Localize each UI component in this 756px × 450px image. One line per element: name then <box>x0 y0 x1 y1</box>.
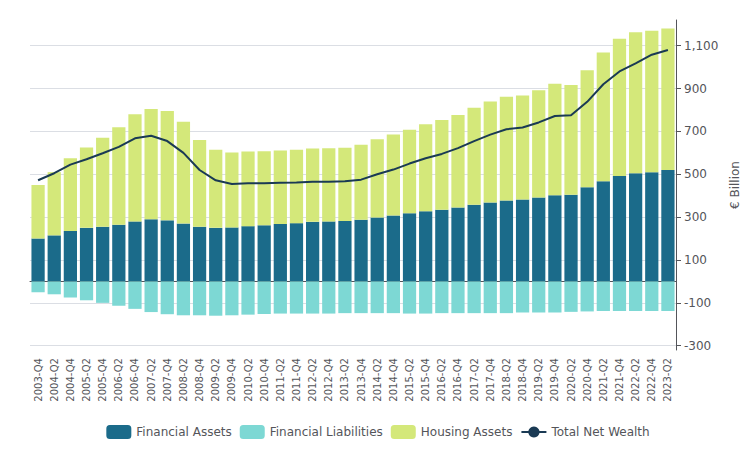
svg-text:2005-Q2: 2005-Q2 <box>81 358 92 402</box>
svg-text:2006-Q4: 2006-Q4 <box>129 358 140 402</box>
svg-text:2021-Q2: 2021-Q2 <box>598 358 609 402</box>
svg-text:2012-Q2: 2012-Q2 <box>307 358 318 402</box>
svg-text:2011-Q4: 2011-Q4 <box>291 358 302 402</box>
svg-text:2014-Q2: 2014-Q2 <box>372 358 383 402</box>
svg-text:2019-Q2: 2019-Q2 <box>533 358 544 402</box>
svg-text:2015-Q2: 2015-Q2 <box>404 358 415 402</box>
svg-text:2017-Q4: 2017-Q4 <box>485 358 496 402</box>
svg-text:2010-Q2: 2010-Q2 <box>243 358 254 402</box>
svg-text:2008-Q2: 2008-Q2 <box>178 358 189 402</box>
svg-text:-100: -100 <box>684 296 711 310</box>
svg-text:2003-Q4: 2003-Q4 <box>33 358 44 402</box>
svg-text:2005-Q4: 2005-Q4 <box>97 358 108 402</box>
svg-text:2019-Q4: 2019-Q4 <box>549 358 560 402</box>
svg-text:900: 900 <box>684 82 707 96</box>
svg-text:2016-Q4: 2016-Q4 <box>452 358 463 402</box>
svg-text:2020-Q2: 2020-Q2 <box>566 358 577 402</box>
svg-text:2006-Q2: 2006-Q2 <box>113 358 124 402</box>
svg-text:2004-Q4: 2004-Q4 <box>65 358 76 402</box>
svg-text:700: 700 <box>684 124 707 138</box>
svg-text:2009-Q2: 2009-Q2 <box>210 358 221 402</box>
svg-text:300: 300 <box>684 210 707 224</box>
svg-text:Total Net Wealth: Total Net Wealth <box>550 425 649 439</box>
svg-text:2014-Q4: 2014-Q4 <box>388 358 399 402</box>
svg-text:2012-Q4: 2012-Q4 <box>323 358 334 402</box>
svg-text:2010-Q4: 2010-Q4 <box>259 358 270 402</box>
svg-text:1,100: 1,100 <box>684 39 718 53</box>
svg-text:2020-Q4: 2020-Q4 <box>582 358 593 402</box>
svg-text:2022-Q4: 2022-Q4 <box>646 358 657 402</box>
svg-text:2017-Q2: 2017-Q2 <box>469 358 480 402</box>
svg-text:2007-Q2: 2007-Q2 <box>146 358 157 402</box>
svg-text:2021-Q4: 2021-Q4 <box>614 358 625 402</box>
svg-text:Housing Assets: Housing Assets <box>421 425 513 439</box>
svg-text:2016-Q2: 2016-Q2 <box>436 358 447 402</box>
svg-text:500: 500 <box>684 167 707 181</box>
svg-text:2013-Q4: 2013-Q4 <box>356 358 367 402</box>
svg-text:2009-Q4: 2009-Q4 <box>226 358 237 402</box>
svg-text:2022-Q2: 2022-Q2 <box>630 358 641 402</box>
svg-text:100: 100 <box>684 253 707 267</box>
svg-text:2013-Q2: 2013-Q2 <box>339 358 350 402</box>
svg-text:Financial Assets: Financial Assets <box>136 425 231 439</box>
svg-text:-300: -300 <box>684 339 711 353</box>
svg-text:€ Billion: € Billion <box>728 161 742 209</box>
svg-text:2018-Q4: 2018-Q4 <box>517 358 528 402</box>
svg-text:2011-Q2: 2011-Q2 <box>275 358 286 402</box>
svg-text:2008-Q4: 2008-Q4 <box>194 358 205 402</box>
svg-text:2015-Q4: 2015-Q4 <box>420 358 431 402</box>
svg-text:2018-Q2: 2018-Q2 <box>501 358 512 402</box>
svg-text:Financial Liabilities: Financial Liabilities <box>270 425 383 439</box>
svg-text:2007-Q4: 2007-Q4 <box>162 358 173 402</box>
svg-text:2023-Q2: 2023-Q2 <box>662 358 673 402</box>
svg-text:2004-Q2: 2004-Q2 <box>49 358 60 402</box>
